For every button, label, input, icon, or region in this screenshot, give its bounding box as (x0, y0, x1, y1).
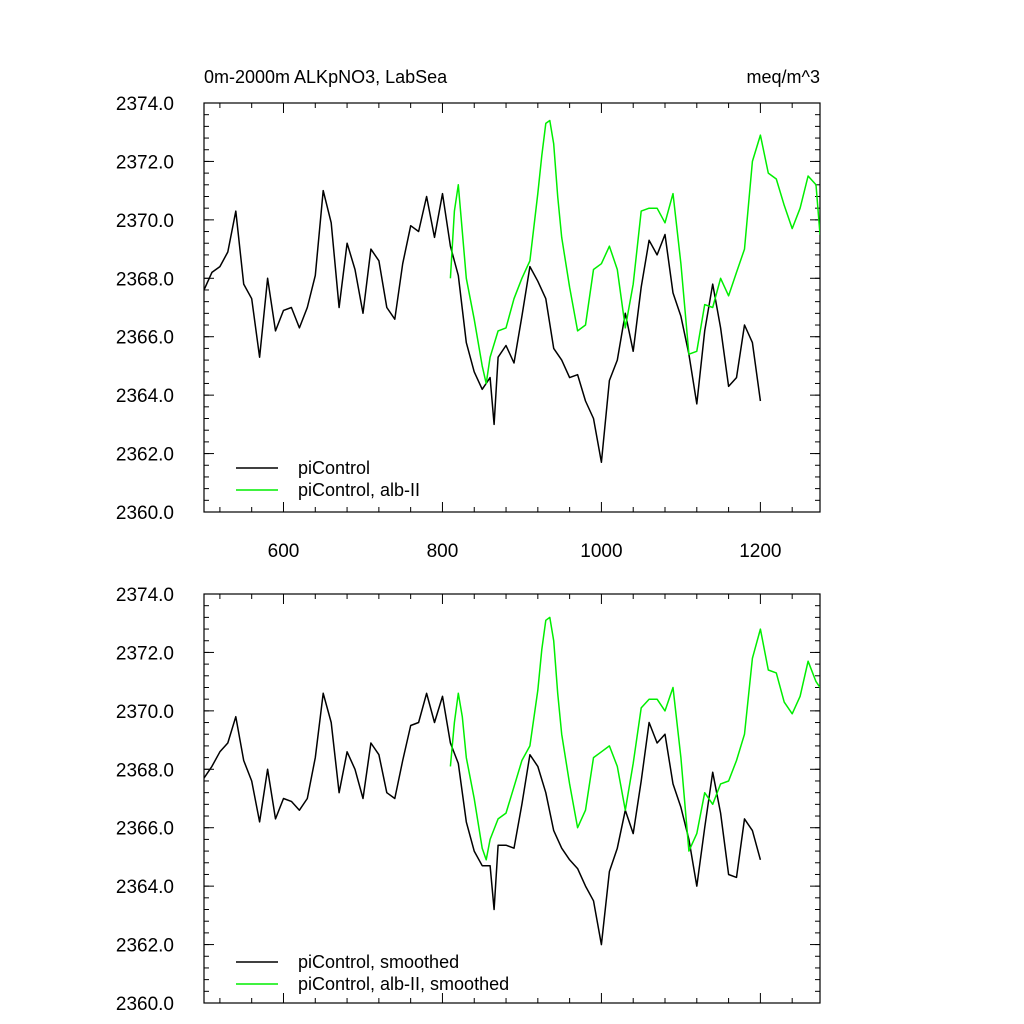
bottom-panel: 2360.0 2362.0 2364.0 2366.0 2368.0 2370.0 2372… (116, 585, 821, 1015)
plot-frame (203, 102, 821, 513)
legend-label: piControl, alb-II (298, 480, 420, 500)
series-line-picontrol-alb-ii (449, 616, 820, 861)
y-tick-label: 2374.0 (116, 585, 174, 606)
top-panel: 2360.0 2362.0 2364.0 2366.0 2368.0 2370.0 2372… (116, 67, 821, 562)
plot-frame (203, 593, 821, 1004)
legend-label: piControl, alb-II, smoothed (298, 974, 509, 994)
legend-label: piControl (298, 458, 370, 478)
y-tick-label: 2368.0 (116, 269, 174, 290)
x-tick-label: 600 (268, 541, 300, 562)
x-tick-label: 800 (427, 541, 459, 562)
y-tick-label: 2362.0 (116, 936, 174, 957)
y-tick-label: 2370.0 (116, 211, 174, 232)
series-line-picontrol (204, 692, 762, 946)
legend-label: piControl, smoothed (298, 952, 459, 972)
y-tick-label: 2374.0 (116, 94, 174, 115)
y-tick-label: 2366.0 (116, 328, 174, 349)
y-tick-label: 2368.0 (116, 760, 174, 781)
chart-title: 0m-2000m ALKpNO3, LabSea (204, 67, 448, 87)
y-tick-label: 2364.0 (116, 386, 174, 407)
y-tick-label: 2372.0 (116, 643, 174, 664)
chart-units: meq/m^3 (747, 67, 820, 87)
y-tick-label: 2360.0 (116, 503, 174, 524)
y-tick-label: 2366.0 (116, 819, 174, 840)
y-tick-label: 2364.0 (116, 877, 174, 898)
series-line-picontrol-alb-ii (449, 119, 820, 385)
y-tick-label: 2360.0 (116, 994, 174, 1015)
y-tick-label: 2370.0 (116, 702, 174, 723)
x-tick-label: 1200 (739, 541, 781, 562)
x-tick-label: 1000 (580, 541, 622, 562)
y-tick-label: 2362.0 (116, 445, 174, 466)
y-tick-label: 2372.0 (116, 152, 174, 173)
